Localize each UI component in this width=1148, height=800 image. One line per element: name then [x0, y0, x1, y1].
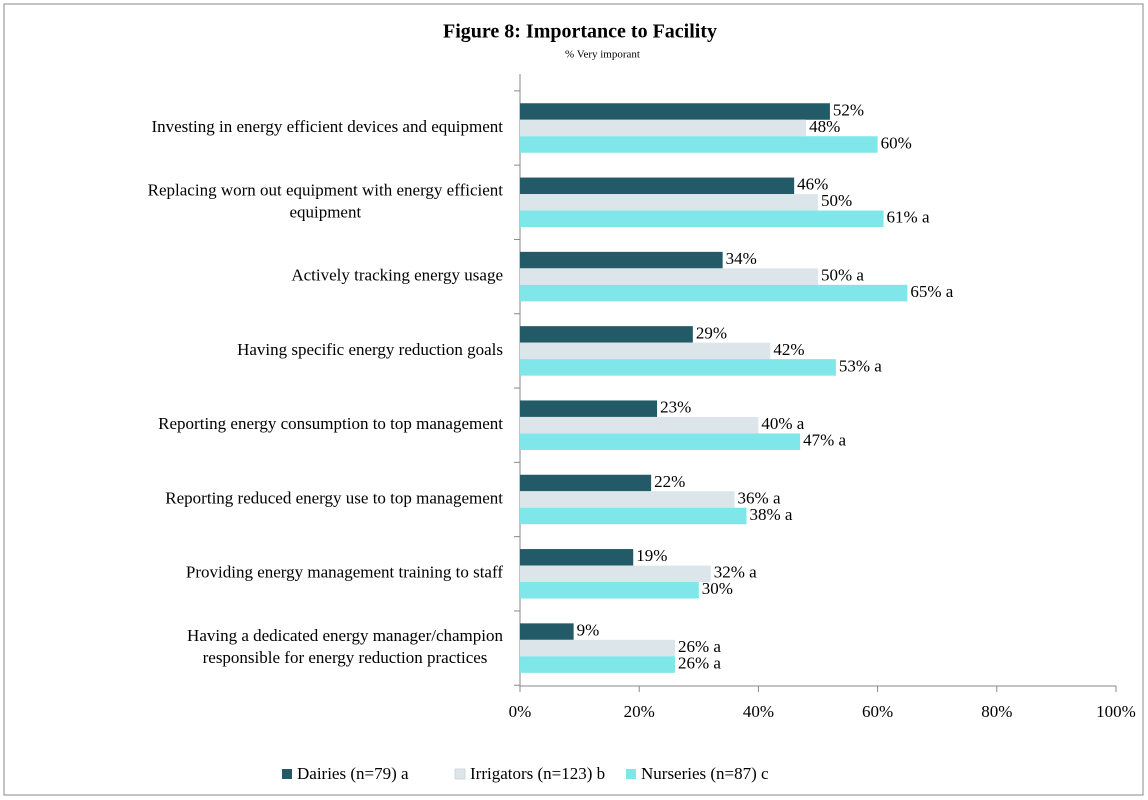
- bar: [520, 623, 574, 640]
- data-label: 19%: [636, 546, 667, 565]
- label-line: responsible for energy reduction practic…: [203, 648, 488, 667]
- subtitle: % Very imporant: [565, 49, 640, 61]
- data-label: 26% a: [678, 654, 721, 673]
- y-tick-label: Reporting energy consumption to top mana…: [158, 414, 503, 433]
- y-tick-label: Having a dedicated energy manager/champi…: [187, 626, 503, 667]
- bar: [520, 210, 884, 228]
- x-tick-label: 60%: [862, 702, 893, 721]
- bar: [520, 359, 836, 376]
- y-tick-label: Investing in energy efficient devices an…: [151, 117, 503, 136]
- bar: [520, 474, 652, 492]
- bar: [520, 103, 830, 120]
- legend-label: Dairies (n=79) a: [297, 764, 409, 783]
- bar: [520, 656, 675, 673]
- bar: [520, 565, 711, 583]
- bar: [520, 177, 795, 195]
- legend-swatch: [282, 769, 292, 779]
- bar: [520, 639, 675, 657]
- data-label: 23%: [660, 398, 691, 417]
- data-label: 34%: [726, 249, 757, 268]
- data-label: 50% a: [821, 266, 864, 285]
- bar: [520, 416, 759, 434]
- bar: [520, 326, 693, 343]
- bar: [520, 251, 723, 269]
- data-label: 32% a: [714, 563, 757, 582]
- bar: [520, 400, 658, 417]
- legend-label: Irrigators (n=123) b: [470, 764, 605, 783]
- y-tick-label: Reporting reduced energy use to top mana…: [165, 488, 503, 507]
- data-label: 22%: [654, 472, 685, 491]
- bar: [520, 342, 771, 360]
- data-label: 65% a: [910, 282, 953, 301]
- label-line: Replacing worn out equipment with energy…: [148, 180, 504, 199]
- data-label: 47% a: [803, 431, 846, 450]
- bar: [520, 284, 908, 302]
- data-label: 50%: [821, 191, 852, 210]
- label-line: Having a dedicated energy manager/champi…: [187, 626, 503, 645]
- bar: [520, 491, 735, 508]
- data-label: 36% a: [738, 488, 781, 507]
- bar: [520, 549, 634, 566]
- data-label: 40% a: [761, 414, 804, 433]
- y-tick-label: Actively tracking energy usage: [291, 266, 503, 285]
- data-label: 60%: [881, 133, 912, 152]
- data-label: 42%: [773, 340, 804, 359]
- x-tick-label: 0%: [509, 702, 532, 721]
- bar: [520, 268, 818, 285]
- x-tick-label: 100%: [1096, 702, 1136, 721]
- y-tick-label: Having specific energy reduction goals: [237, 340, 503, 359]
- bar: [520, 433, 801, 450]
- y-tick-label: Replacing worn out equipment with energy…: [148, 180, 504, 221]
- data-label: 52%: [833, 100, 864, 119]
- x-tick-label: 20%: [624, 702, 655, 721]
- data-label: 30%: [702, 579, 733, 598]
- data-label: 29%: [696, 323, 727, 342]
- bar: [520, 136, 878, 153]
- label-line: equipment: [289, 202, 361, 221]
- data-label: 9%: [577, 621, 600, 640]
- data-label: 46%: [797, 175, 828, 194]
- data-label: 38% a: [749, 505, 792, 524]
- data-label: 48%: [809, 117, 840, 136]
- bar: [520, 582, 699, 599]
- bar: [520, 194, 818, 211]
- legend-swatch: [454, 768, 466, 780]
- legend-swatch: [626, 769, 636, 779]
- legend-label: Nurseries (n=87) c: [641, 764, 769, 783]
- data-label: 26% a: [678, 637, 721, 656]
- data-label: 61% a: [887, 208, 930, 227]
- data-label: 53% a: [839, 356, 882, 375]
- x-tick-label: 40%: [743, 702, 774, 721]
- y-tick-label: Providing energy management training to …: [186, 563, 503, 582]
- bar: [520, 119, 807, 137]
- x-tick-label: 80%: [981, 702, 1012, 721]
- chart-title: Figure 8: Importance to Facility: [443, 21, 717, 43]
- bar: [520, 507, 747, 525]
